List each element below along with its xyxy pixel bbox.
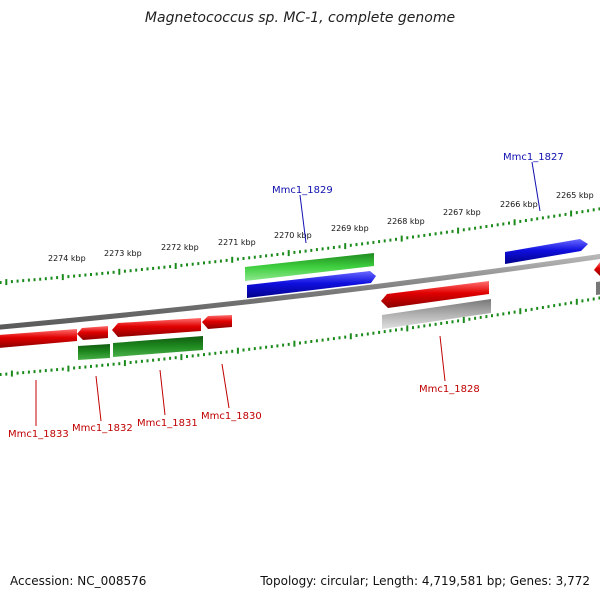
genome-backbone [0, 253, 600, 330]
gene-reverse-mmc1-1832[interactable] [78, 344, 110, 360]
ruler-label: 2268 kbp [387, 217, 425, 226]
gene-reverse-mmc1-1831[interactable] [113, 336, 203, 357]
ruler-label: 2272 kbp [161, 243, 199, 252]
leader-mmc1-1827 [531, 161, 541, 212]
gene-reverse-edge[interactable] [596, 281, 600, 295]
cds-reverse-edge[interactable] [594, 262, 600, 276]
map-title: Magnetococcus sp. MC-1, complete genome [144, 10, 456, 26]
gene-forward-mmc1-1829[interactable] [245, 253, 374, 281]
cds-forward-mmc1-1827[interactable] [505, 239, 588, 264]
gene-label-mmc1-1833[interactable]: Mmc1_1833 [8, 429, 69, 440]
leader-mmc1-1830 [221, 363, 230, 409]
ruler-label: 2270 kbp [274, 231, 312, 240]
ruler-label: 2267 kbp [443, 208, 481, 217]
gene-label-mmc1-1829[interactable]: Mmc1_1829 [272, 185, 333, 196]
cds-reverse-mmc1-1828[interactable] [381, 281, 489, 308]
outer-ruler-ticks [0, 207, 600, 286]
leader-mmc1-1831 [159, 369, 166, 416]
ruler-label: 2269 kbp [331, 224, 369, 233]
gene-leader-lines [35, 161, 541, 426]
cds-reverse-mmc1-1832[interactable] [77, 326, 108, 340]
cds-reverse-mmc1-1833[interactable] [0, 329, 77, 348]
leader-mmc1-1828 [439, 335, 446, 382]
ruler-label: 2266 kbp [500, 200, 538, 209]
leader-mmc1-1832 [95, 375, 102, 422]
gene-label-mmc1-1830[interactable]: Mmc1_1830 [201, 411, 262, 422]
cds-reverse-mmc1-1831[interactable] [112, 318, 201, 337]
ruler-label: 2265 kbp [556, 191, 594, 200]
gene-labels: Mmc1_1829 Mmc1_1827 Mmc1_1828 Mmc1_1833 … [8, 152, 564, 440]
genome-summary-text: Topology: circular; Length: 4,719,581 bp… [260, 574, 590, 588]
leader-mmc1-1829 [299, 194, 307, 244]
gene-label-mmc1-1827[interactable]: Mmc1_1827 [503, 152, 564, 163]
accession-text: Accession: NC_008576 [10, 574, 147, 588]
gene-label-mmc1-1828[interactable]: Mmc1_1828 [419, 384, 480, 395]
cds-reverse-mmc1-1830[interactable] [202, 315, 232, 329]
cds-forward-mmc1-1829[interactable] [247, 271, 376, 298]
ruler-label: 2274 kbp [48, 254, 86, 263]
gene-reverse-mmc1-1828[interactable] [382, 299, 491, 329]
ruler-label: 2271 kbp [218, 238, 256, 247]
ruler-label: 2273 kbp [104, 249, 142, 258]
ruler-labels: 2274 kbp 2273 kbp 2272 kbp 2271 kbp 2270… [48, 191, 594, 263]
inner-ruler-ticks [0, 296, 600, 377]
gene-label-mmc1-1831[interactable]: Mmc1_1831 [137, 418, 198, 429]
gene-label-mmc1-1832[interactable]: Mmc1_1832 [72, 423, 133, 434]
